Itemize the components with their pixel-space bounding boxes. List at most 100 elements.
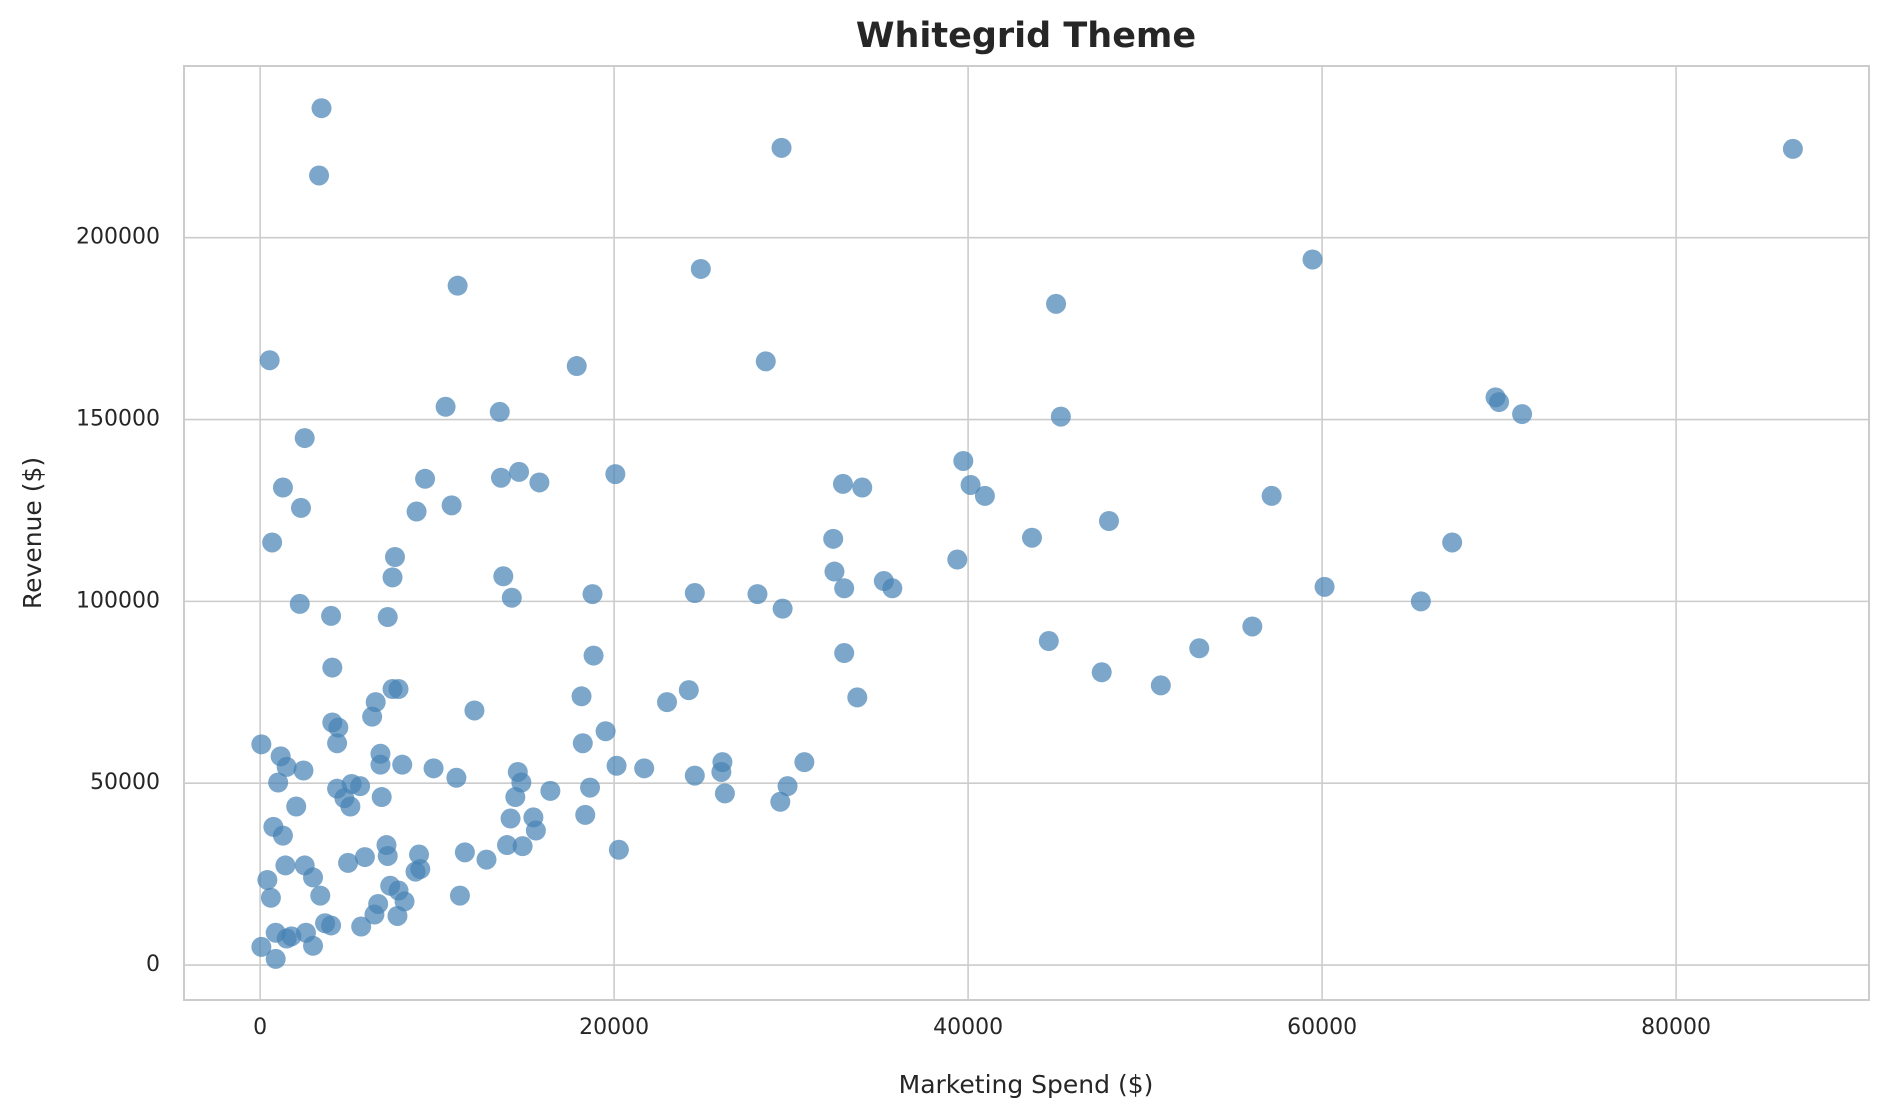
point (338, 852, 359, 873)
point (509, 461, 530, 482)
point (362, 706, 383, 727)
point (823, 528, 844, 549)
point (1782, 138, 1803, 159)
point (310, 885, 331, 906)
point (327, 733, 348, 754)
point (251, 734, 272, 755)
point (755, 351, 776, 372)
point (293, 760, 314, 781)
point (272, 825, 293, 846)
point (580, 777, 601, 798)
point (441, 495, 462, 516)
point (435, 396, 456, 417)
point (634, 758, 655, 779)
point (714, 783, 735, 804)
point (340, 796, 361, 817)
point (268, 772, 289, 793)
point (847, 687, 868, 708)
x-tick-label: 20000 (579, 1015, 649, 1040)
point (571, 686, 592, 707)
point (262, 532, 283, 553)
point (1512, 404, 1533, 425)
point (311, 98, 332, 119)
y-tick-label: 200000 (76, 225, 160, 250)
point (575, 804, 596, 825)
y-axis-label: Revenue ($) (18, 457, 47, 609)
point (771, 137, 792, 158)
point (371, 787, 392, 808)
x-tick-label: 60000 (1287, 1015, 1357, 1040)
point (606, 755, 627, 776)
point (384, 547, 405, 568)
point (388, 679, 409, 700)
point (260, 887, 281, 908)
point (1046, 293, 1067, 314)
point (747, 584, 768, 605)
point (678, 680, 699, 701)
point (370, 754, 391, 775)
point (500, 808, 521, 829)
y-tick-label: 50000 (90, 770, 160, 795)
point (974, 485, 995, 506)
point (290, 497, 311, 518)
point (960, 474, 981, 495)
point (690, 258, 711, 279)
point (377, 607, 398, 628)
point (583, 645, 604, 666)
point (415, 468, 436, 489)
point (322, 657, 343, 678)
point (1242, 616, 1263, 637)
point (328, 717, 349, 738)
point (953, 450, 974, 471)
point (286, 796, 307, 817)
point (608, 839, 629, 860)
point (777, 776, 798, 797)
point (852, 477, 873, 498)
point (525, 820, 546, 841)
point (1189, 638, 1210, 659)
point (382, 567, 403, 588)
point (351, 916, 372, 937)
point (882, 578, 903, 599)
point (794, 752, 815, 773)
point (272, 477, 293, 498)
point (770, 791, 791, 812)
point (303, 935, 324, 956)
point (489, 401, 510, 422)
point (684, 765, 705, 786)
point (1489, 392, 1510, 413)
point (605, 464, 626, 485)
chart-title: Whitegrid Theme (856, 16, 1196, 56)
point (947, 549, 968, 570)
point (289, 593, 310, 614)
point (364, 904, 385, 925)
point (275, 855, 296, 876)
point (572, 733, 593, 754)
point (566, 356, 587, 377)
point (446, 767, 467, 788)
point (1098, 510, 1119, 531)
point (377, 845, 398, 866)
point (406, 501, 427, 522)
point (1302, 249, 1323, 270)
point (387, 905, 408, 926)
x-tick-label: 40000 (933, 1015, 1003, 1040)
point (834, 643, 855, 664)
y-tick-label: 150000 (76, 407, 160, 432)
point (350, 776, 371, 797)
point (501, 587, 522, 608)
point (1410, 591, 1431, 612)
point (493, 566, 514, 587)
point (251, 936, 272, 957)
point (772, 598, 793, 619)
point (540, 780, 561, 801)
point (1038, 631, 1059, 652)
point (294, 428, 315, 449)
point (832, 473, 853, 494)
point (1050, 406, 1071, 427)
point (490, 467, 511, 488)
point (657, 692, 678, 713)
point (1314, 576, 1335, 597)
point (257, 869, 278, 890)
point (1442, 532, 1463, 553)
